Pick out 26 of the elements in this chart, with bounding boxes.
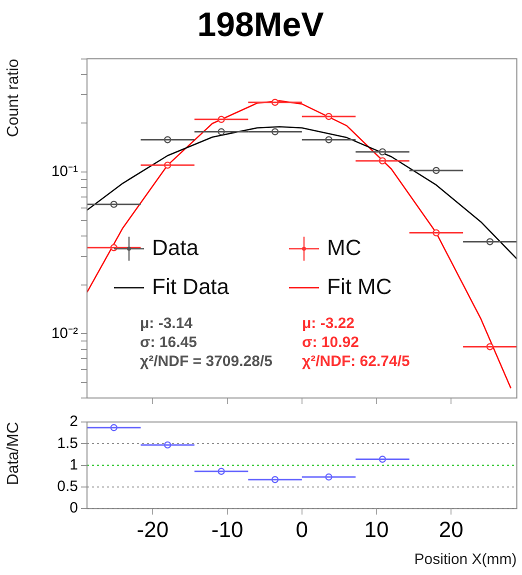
y-tick-label: 0.5 (57, 478, 78, 496)
legend-label: MC (327, 234, 362, 260)
y-tick-label: 0 (70, 500, 78, 517)
x-tick-label: -20 (136, 516, 169, 542)
y-tick-label: 1.5 (57, 434, 78, 452)
x-axis-title: Position X(mm) (414, 551, 517, 568)
x-tick-label: -10 (211, 516, 244, 542)
y-tick-label: 10⁻¹ (51, 163, 78, 180)
legend-label: Fit Data (152, 274, 230, 299)
x-tick-label: 20 (438, 516, 464, 542)
x-tick-label: 0 (296, 516, 308, 542)
y-tick-label: 2 (70, 413, 78, 430)
annotation: χ²/NDF = 3709.28/5 (140, 352, 272, 370)
y-axis-title: Data/MC (5, 422, 22, 486)
x-tick-label: 10 (364, 516, 389, 542)
annotation: μ: -3.14 (140, 314, 194, 332)
y-tick-label: 1 (70, 456, 78, 474)
y-axis-title: Count ratio (5, 58, 22, 138)
annotation: μ: -3.22 (302, 314, 355, 332)
legend-label: Data (152, 234, 200, 260)
legend-label: Fit MC (327, 274, 392, 299)
annotation: χ²/NDF: 62.74/5 (302, 352, 410, 370)
y-tick-label: 10⁻² (51, 324, 78, 342)
chart-title: 198MeV (197, 6, 324, 44)
annotation: σ: 10.92 (302, 334, 359, 351)
annotation: σ: 16.45 (140, 334, 197, 351)
